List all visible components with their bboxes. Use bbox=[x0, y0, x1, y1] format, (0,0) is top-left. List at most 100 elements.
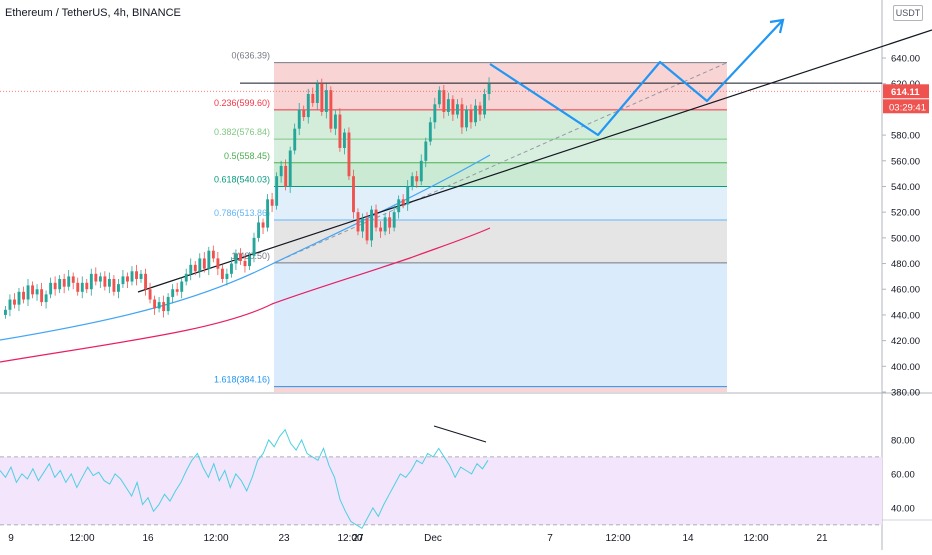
chart-title: Ethereum / TetherUS, 4h, BINANCE bbox=[5, 7, 181, 19]
price-tick-label: 420.00 bbox=[891, 336, 920, 347]
candle-body bbox=[465, 109, 468, 128]
fib-label-0: 0(636.39) bbox=[231, 51, 270, 61]
candle-body bbox=[8, 299, 12, 310]
candle-body bbox=[356, 212, 360, 232]
candle-body bbox=[44, 294, 48, 303]
time-tick-label: 12:00 bbox=[743, 533, 768, 544]
fib-zone-0.786 bbox=[274, 220, 727, 263]
price-tick-label: 380.00 bbox=[891, 388, 920, 399]
axes: 640.00620.00580.00560.00540.00520.00500.… bbox=[8, 54, 929, 544]
candle-body bbox=[71, 276, 75, 283]
candle-body bbox=[347, 132, 351, 177]
candle-body bbox=[338, 114, 342, 148]
candle-body bbox=[225, 273, 229, 279]
candle-body bbox=[446, 99, 450, 112]
trendlines bbox=[0, 29, 932, 293]
candle-body bbox=[252, 237, 256, 256]
candle-body bbox=[13, 299, 16, 305]
candle-body bbox=[284, 165, 288, 187]
price-tick-label: 640.00 bbox=[891, 54, 920, 65]
candle-body bbox=[162, 302, 166, 312]
candle-body bbox=[198, 258, 202, 272]
candle-body bbox=[202, 258, 206, 269]
fib-zone-extension bbox=[274, 386, 727, 392]
candle-body bbox=[189, 264, 193, 274]
candle-body bbox=[474, 105, 477, 123]
candle-body bbox=[374, 209, 378, 228]
candle-body bbox=[315, 83, 319, 103]
time-tick-label: 16 bbox=[142, 533, 154, 544]
candle-body bbox=[117, 284, 120, 292]
candle-body bbox=[428, 122, 432, 142]
candle-body bbox=[76, 282, 80, 292]
time-tick-label: 23 bbox=[278, 533, 290, 544]
price-tick-label: 580.00 bbox=[891, 131, 920, 142]
candle-body bbox=[31, 285, 35, 295]
time-tick-label: 14 bbox=[682, 533, 694, 544]
candle-body bbox=[17, 291, 21, 305]
candle-body bbox=[343, 132, 346, 148]
candle-body bbox=[311, 93, 315, 103]
price-tick-label: 460.00 bbox=[891, 285, 920, 296]
fib-zone-0.618 bbox=[274, 186, 727, 221]
fibonacci-retracement: 0(636.39) 0.236(599.60) 0.382(576.84) 0.5(5… bbox=[214, 51, 728, 392]
fib-label-1.618: 1.618(384.16) bbox=[214, 375, 270, 385]
fib-zone-0.382 bbox=[274, 139, 727, 163]
candle-body bbox=[456, 104, 459, 115]
time-tick-label: 21 bbox=[816, 533, 828, 544]
candlesticks bbox=[4, 77, 491, 319]
candle-body bbox=[49, 282, 53, 295]
candle-body bbox=[370, 209, 374, 241]
time-tick-label: Dec bbox=[424, 533, 442, 544]
candle-body bbox=[460, 104, 464, 128]
candle-body bbox=[261, 222, 265, 228]
time-tick-label: 27 bbox=[352, 533, 364, 544]
candle-body bbox=[297, 109, 301, 129]
price-projection bbox=[489, 18, 785, 137]
candle-body bbox=[211, 250, 215, 259]
candle-body bbox=[388, 217, 392, 228]
currency-unit-badge[interactable]: USDT bbox=[893, 5, 923, 21]
candle-body bbox=[365, 218, 369, 241]
fib-label-0.618: 0.618(540.03) bbox=[214, 174, 270, 184]
candle-body bbox=[361, 218, 364, 232]
candle-body bbox=[94, 273, 98, 282]
candle-body bbox=[180, 281, 184, 292]
time-tick-label: 12:00 bbox=[203, 533, 228, 544]
time-tick-label: 12:00 bbox=[337, 533, 362, 544]
candle-body bbox=[451, 99, 455, 115]
price-tick-label: 560.00 bbox=[891, 156, 920, 167]
candle-body bbox=[397, 199, 401, 213]
candle-body bbox=[306, 93, 310, 118]
candle-body bbox=[53, 282, 57, 290]
candle-body bbox=[103, 276, 107, 287]
candle-body bbox=[121, 276, 125, 285]
candle-body bbox=[442, 90, 446, 112]
price-tick-label: 520.00 bbox=[891, 208, 920, 219]
candle-body bbox=[126, 276, 129, 282]
candle-body bbox=[85, 282, 89, 290]
candle-body bbox=[288, 150, 292, 187]
time-tick-label: 12:00 bbox=[605, 533, 630, 544]
moving-average-slow bbox=[0, 227, 491, 363]
fib-label-0.236: 0.236(599.60) bbox=[214, 98, 270, 108]
candle-body bbox=[329, 90, 333, 129]
candle-body bbox=[62, 278, 66, 287]
rsi-tick-label: 60.00 bbox=[891, 469, 915, 480]
rsi-band-fill bbox=[0, 456, 882, 525]
candle-body bbox=[424, 141, 428, 161]
candle-body bbox=[98, 276, 102, 282]
moving-averages bbox=[0, 154, 491, 363]
candle-body bbox=[392, 212, 396, 228]
candle-body bbox=[67, 276, 71, 287]
rsi-tick-label: 40.00 bbox=[891, 503, 915, 514]
projection-path bbox=[489, 19, 784, 137]
candle-body bbox=[22, 291, 25, 300]
candle-body bbox=[478, 105, 482, 115]
candle-body bbox=[333, 114, 337, 129]
candle-body bbox=[293, 128, 297, 151]
candle-body bbox=[193, 264, 197, 272]
fib-trend-line bbox=[273, 62, 728, 264]
